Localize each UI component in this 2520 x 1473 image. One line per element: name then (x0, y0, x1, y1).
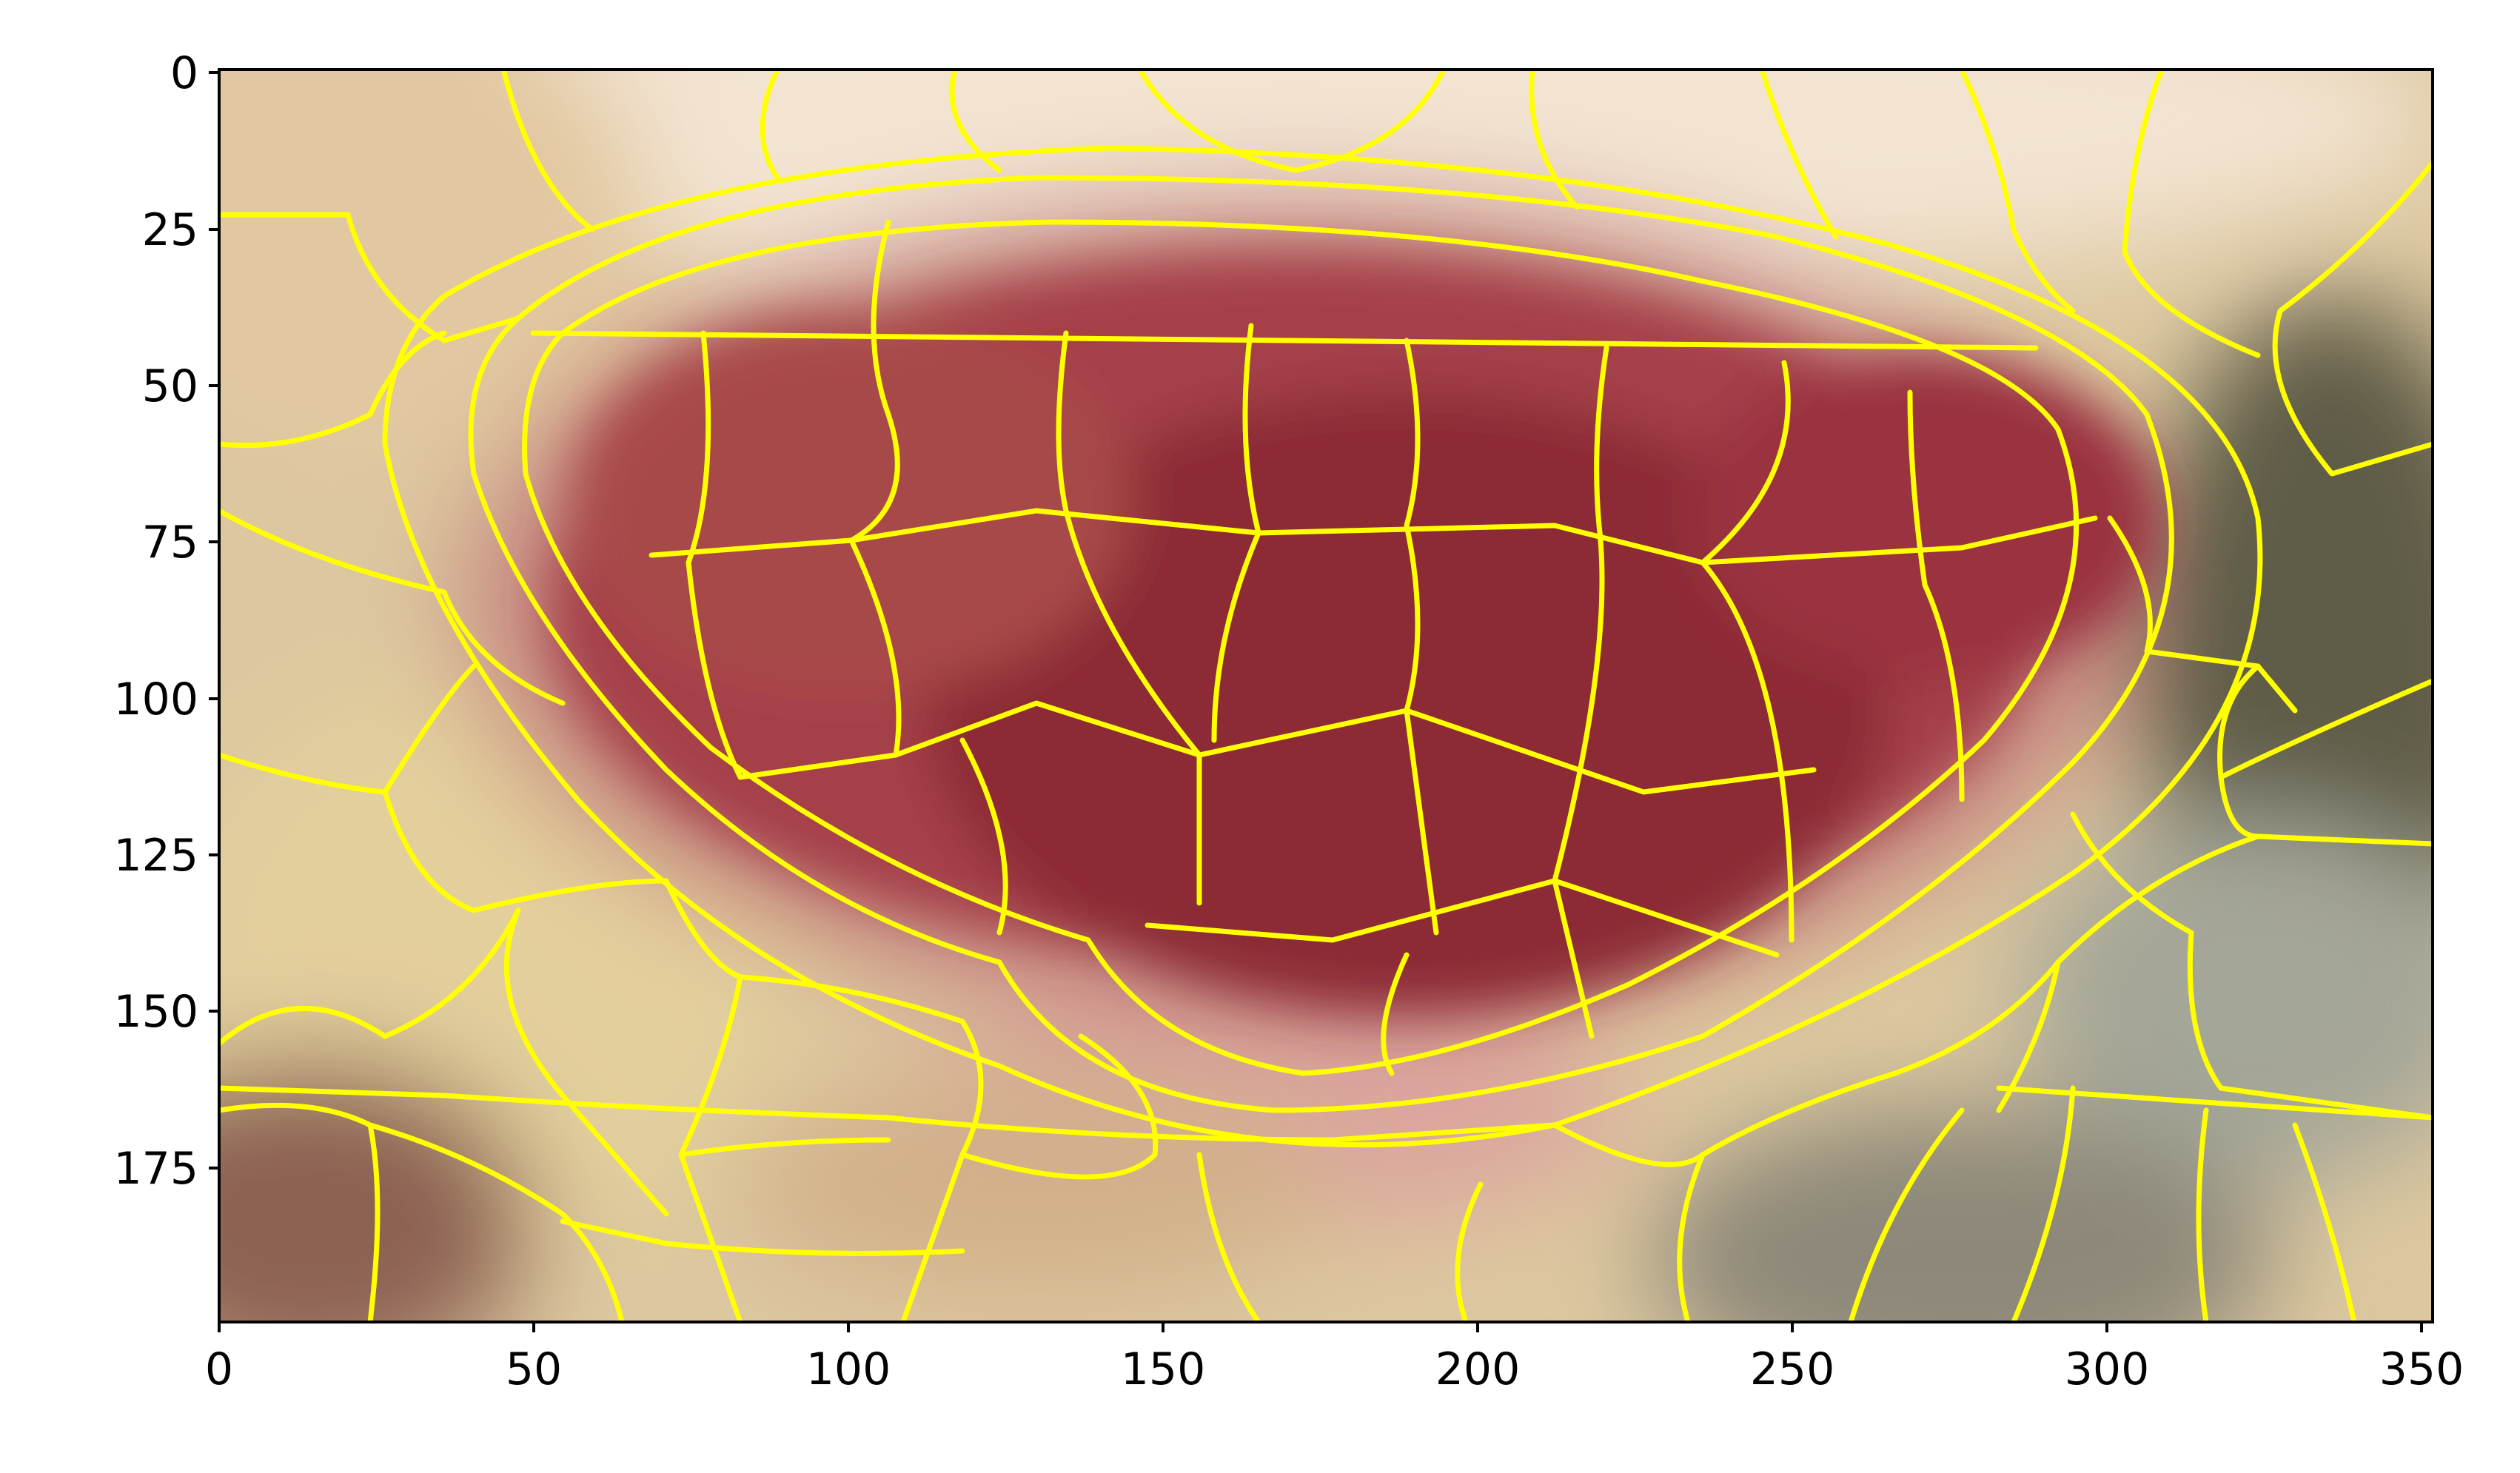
axes-frame (218, 68, 2434, 1323)
x-tick-label: 200 (1435, 1343, 1521, 1395)
y-tick-label: 50 (142, 360, 198, 412)
superpixel-boundaries (219, 70, 2433, 1322)
y-tick-label: 0 (170, 47, 198, 99)
y-tick-label: 100 (113, 674, 198, 725)
photo-image (219, 70, 2433, 1322)
x-tick-label: 150 (1121, 1343, 1206, 1395)
x-axis (218, 1322, 2423, 1332)
y-tick-label: 125 (113, 830, 198, 882)
x-tick-label: 350 (2379, 1343, 2464, 1395)
x-tick-label: 50 (506, 1343, 562, 1395)
y-tick-label: 150 (113, 986, 198, 1038)
y-tick-label: 25 (142, 204, 198, 256)
y-tick-label: 175 (113, 1143, 198, 1195)
x-tick-label: 300 (2065, 1343, 2150, 1395)
x-tick-label: 250 (1750, 1343, 1835, 1395)
x-tick-label: 100 (806, 1343, 891, 1395)
y-tick-label: 75 (142, 517, 198, 568)
y-axis (209, 71, 219, 1170)
x-tick-label: 0 (205, 1343, 233, 1395)
